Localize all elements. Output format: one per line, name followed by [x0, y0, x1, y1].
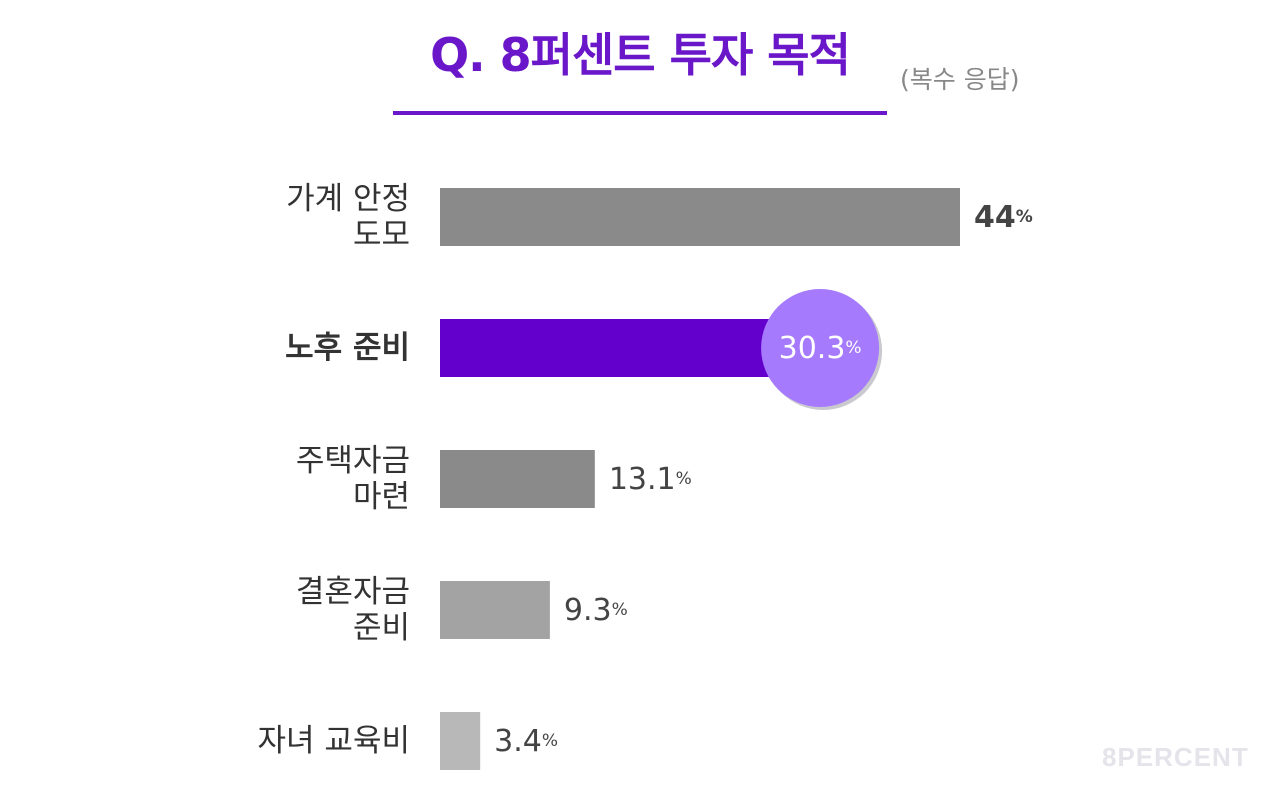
- category-label: 자녀 교육비: [258, 723, 410, 759]
- bar: [440, 450, 595, 508]
- chart-title: Q. 8퍼센트 투자 목적: [430, 28, 851, 82]
- category-label: 주택자금: [296, 443, 410, 479]
- category-label: 노후 준비: [285, 330, 410, 366]
- category-label: 결혼자금: [296, 574, 410, 610]
- title-block: Q. 8퍼센트 투자 목적: [393, 22, 887, 115]
- data-label: 9.3%: [564, 593, 628, 628]
- chart-subtitle: (복수 응답): [900, 65, 1020, 94]
- value-badge: [761, 289, 880, 407]
- title-underline: [393, 111, 887, 115]
- category-label: 도모: [353, 217, 410, 253]
- watermark-logo: 8PERCENT: [1102, 742, 1249, 772]
- data-label: 44%: [974, 200, 1033, 235]
- category-label: 준비: [353, 610, 410, 646]
- data-label: 13.1%: [609, 462, 692, 497]
- data-label: 30.3%: [779, 331, 862, 366]
- bar: [440, 188, 960, 246]
- data-label: 3.4%: [494, 724, 558, 759]
- bar: [440, 712, 481, 770]
- bar: [440, 581, 550, 639]
- category-label: 가계 안정: [286, 181, 410, 217]
- category-label: 마련: [353, 479, 410, 515]
- bar: [440, 319, 799, 377]
